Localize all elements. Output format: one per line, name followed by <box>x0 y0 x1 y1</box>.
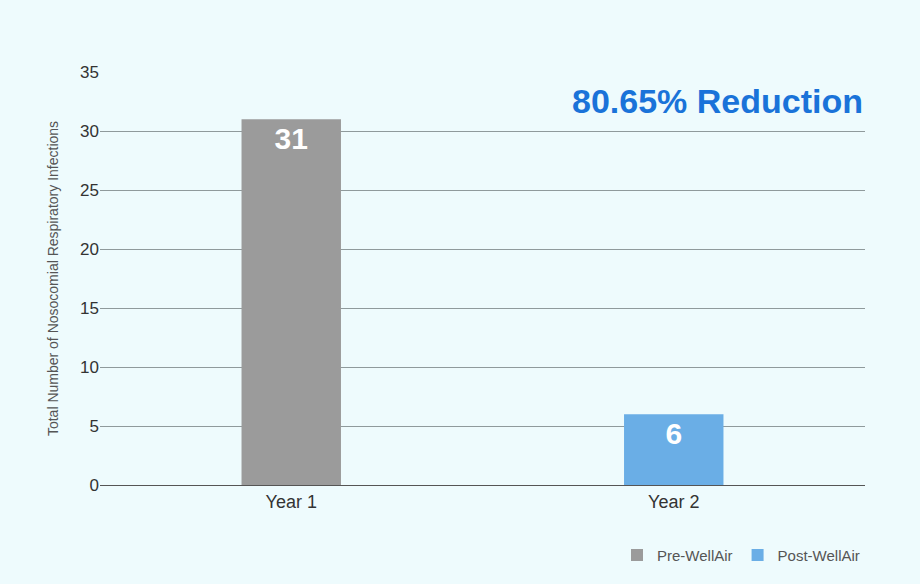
svg-text:Year 2: Year 2 <box>648 492 699 512</box>
svg-text:10: 10 <box>80 358 99 377</box>
svg-text:25: 25 <box>80 181 99 200</box>
svg-text:15: 15 <box>80 299 99 318</box>
svg-text:Pre-WellAir: Pre-WellAir <box>657 547 733 564</box>
svg-text:80.65% Reduction: 80.65% Reduction <box>572 82 863 120</box>
svg-text:0: 0 <box>90 476 99 495</box>
svg-text:Year 1: Year 1 <box>266 492 317 512</box>
svg-text:Total Number of Nosocomial Res: Total Number of Nosocomial Respiratory I… <box>45 121 61 436</box>
svg-text:6: 6 <box>665 417 682 450</box>
svg-text:20: 20 <box>80 240 99 259</box>
svg-text:30: 30 <box>80 122 99 141</box>
svg-text:5: 5 <box>90 417 99 436</box>
svg-text:35: 35 <box>80 63 99 82</box>
svg-text:Post-WellAir: Post-WellAir <box>778 547 860 564</box>
svg-text:31: 31 <box>275 122 308 155</box>
